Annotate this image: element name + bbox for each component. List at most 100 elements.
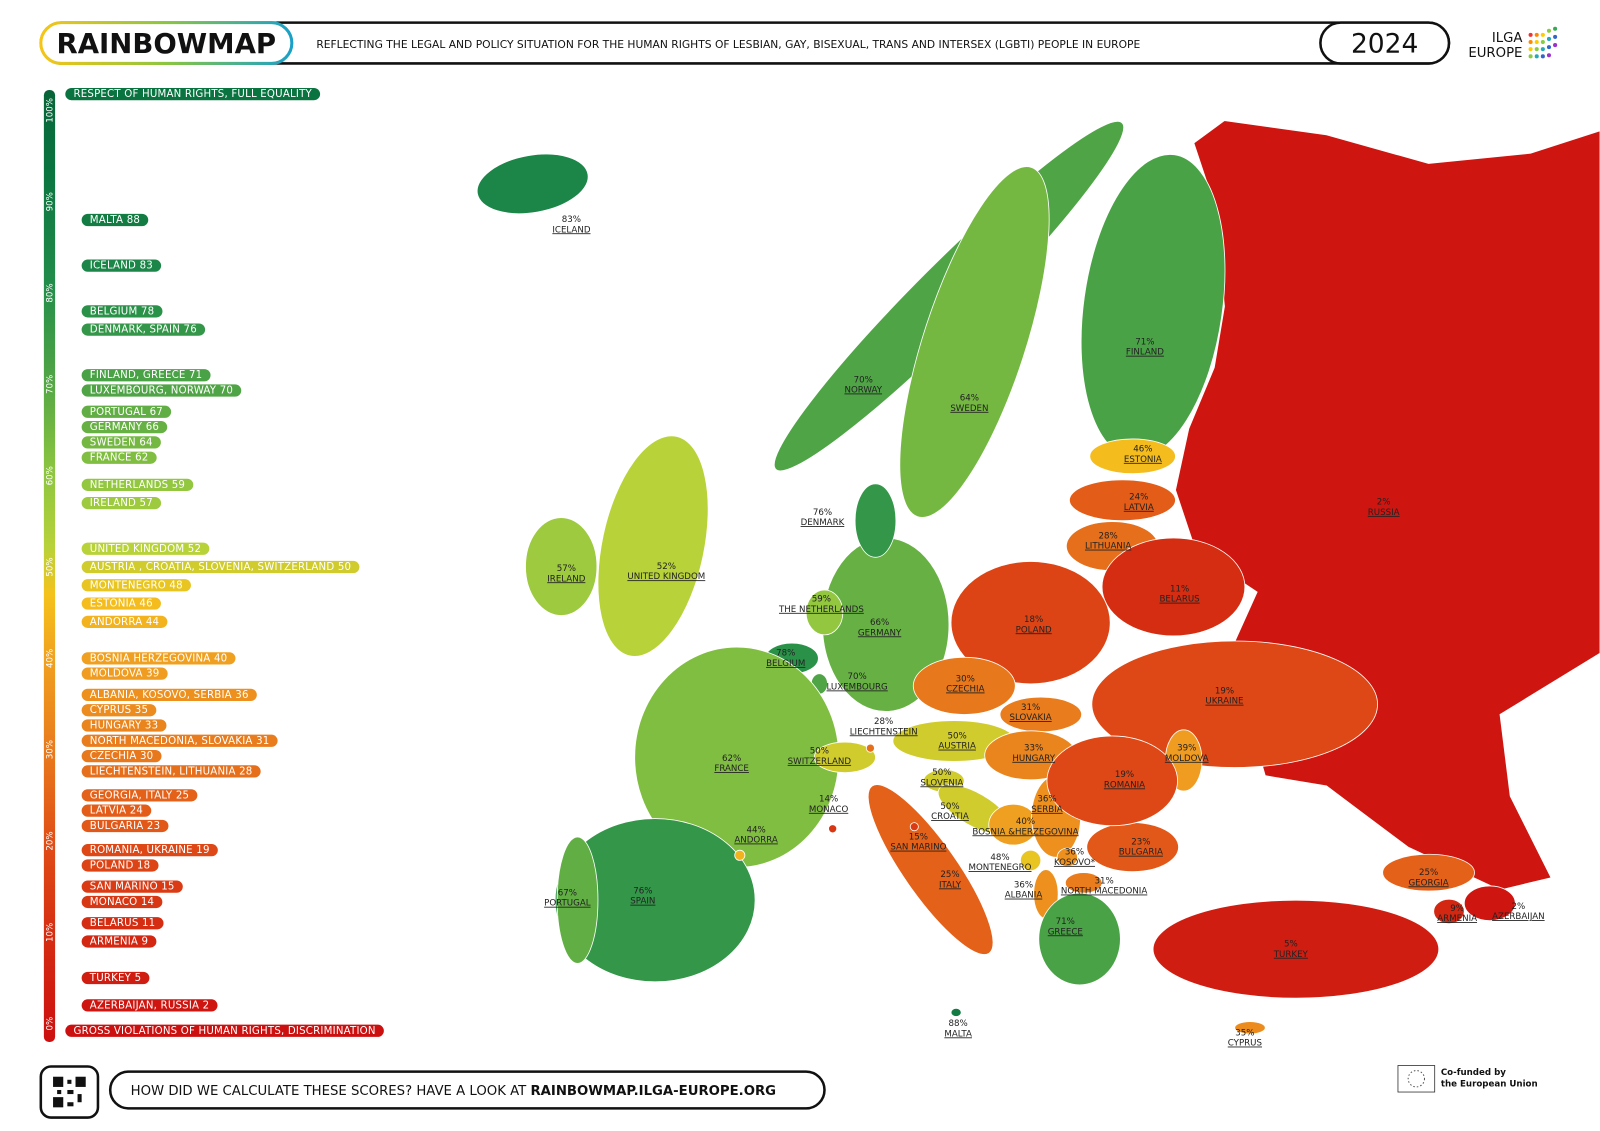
ranking-text: UNITED KINGDOM 52 (90, 544, 201, 555)
country-name: HUNGARY (1012, 754, 1055, 764)
scale-tick-label: 50% (46, 557, 56, 576)
country-score: 71% (1135, 338, 1154, 348)
ranking-label: FINLAND, GREECE (90, 370, 186, 381)
eu-line-2: the European Union (1441, 1079, 1538, 1089)
country-shape (865, 743, 875, 753)
country-score: 64% (960, 394, 979, 404)
country-shape (854, 483, 897, 558)
country-score: 19% (1115, 770, 1134, 780)
country-name: LUXEMBOURG (827, 682, 888, 692)
ranking-label: MONTENEGRO (90, 580, 166, 591)
scale-bar (43, 89, 56, 1043)
ranking-pill (81, 496, 162, 510)
scale-tick-label: 0% (45, 1017, 55, 1031)
ranking-pill (81, 560, 360, 574)
logo: RAINBOWMAP (57, 28, 277, 60)
country-name: LIECHTENSTEIN (850, 727, 918, 737)
ranking: MALTA 88 ICELAND 83 BELGIUM 78 DENMARK, SPA… (81, 213, 360, 1012)
ranking-label: TURKEY (89, 973, 132, 984)
country-name: THE NETHERLANDS (778, 605, 864, 615)
ranking-text: BOSNIA HERZEGOVINA 40 (90, 653, 228, 664)
ranking-text: NETHERLANDS 59 (90, 480, 185, 491)
country-name: FRANCE (714, 764, 749, 774)
ranking-text: NORTH MACEDONIA, SLOVAKIA 31 (90, 736, 270, 747)
ranking-pill (81, 935, 157, 948)
ranking-label: NETHERLANDS (90, 480, 169, 491)
country-name: ICELAND (552, 225, 590, 235)
ranking-score: 64 (139, 437, 152, 448)
ranking-score: 78 (141, 306, 154, 317)
ranking-label: LIECHTENSTEIN, LITHUANIA (90, 766, 236, 777)
ranking-label: FRANCE (90, 453, 132, 464)
ranking-pill (81, 405, 172, 418)
ranking-score: 50 (338, 562, 351, 573)
country-score: 28% (874, 717, 893, 727)
ranking-text: POLAND 18 (90, 860, 151, 871)
ranking-label: ARMENIA (90, 936, 138, 947)
ranking-label: ANDORRA (90, 617, 143, 628)
ranking-text: BELGIUM 78 (90, 306, 155, 317)
ranking-pill (81, 369, 211, 382)
ranking-pill (81, 844, 218, 857)
top-label: RESPECT OF HUMAN RIGHTS, FULL EQUALITY (73, 89, 312, 100)
ranking-pill (81, 323, 206, 336)
country-score: 67% (558, 889, 577, 899)
country-shape (867, 784, 994, 955)
ranking-pill (81, 895, 163, 909)
country-shape (1091, 640, 1378, 768)
ranking-score: 19 (196, 845, 209, 856)
country-name: UNITED KINGDOM (627, 572, 705, 582)
country-score: 76% (813, 508, 832, 518)
ranking-score: 66 (146, 422, 159, 433)
country-name: SLOVAKIA (1010, 713, 1052, 723)
country-name: ROMANIA (1104, 780, 1145, 790)
ranking-label: MALTA (90, 215, 123, 226)
ranking-label: BULGARIA (90, 821, 144, 832)
ranking-text: CYPRUS 35 (90, 705, 148, 716)
country-score: 76% (633, 887, 652, 897)
country-score: 18% (1024, 615, 1043, 625)
country-shape (1433, 898, 1465, 925)
country-shape (950, 1007, 962, 1017)
ranking-pill (81, 688, 257, 702)
subtitle: REFLECTING THE LEGAL AND POLICY SITUATIO… (316, 38, 1140, 51)
footer-link: RAINBOWMAP.ILGA-EUROPE.ORG (530, 1084, 776, 1099)
country-score: 36% (1014, 880, 1033, 890)
ranking-pill (81, 704, 157, 717)
ranking-pill (81, 451, 157, 464)
ranking-pill (81, 789, 198, 802)
ranking-pill (81, 259, 162, 272)
ranking-text: ALBANIA, KOSOVO, SERBIA 36 (90, 690, 249, 701)
scale-tick-label: 60% (45, 466, 55, 485)
country-shape (1234, 1021, 1266, 1035)
country-name: MONTENEGRO (969, 863, 1032, 873)
org-line-1: ILGA (1492, 31, 1523, 46)
ranking-score: 24 (130, 806, 143, 817)
country-name: CZECHIA (946, 684, 985, 694)
ranking-score: 2 (203, 1000, 210, 1011)
ranking-score: 52 (188, 544, 201, 555)
ranking-label: AUSTRIA , CROATIA, SLOVENIA, SWITZERLAND (90, 562, 335, 573)
country-score: 2% (1512, 902, 1526, 912)
scale-tick-label: 40% (46, 649, 56, 668)
ranking-pill (81, 859, 159, 872)
country-score: 24% (1129, 493, 1148, 503)
country-score: 9% (1450, 904, 1464, 914)
country-score: 31% (1021, 703, 1040, 713)
country-shape (1089, 438, 1176, 475)
ranking-label: LUXEMBOURG, NORWAY (90, 386, 217, 397)
ranking-label: CYPRUS (90, 705, 132, 716)
country-name: BELARUS (1159, 595, 1200, 605)
ranking-pill (81, 999, 218, 1012)
map: 2%RUSSIA83%ICELAND70%NORWAY64%SWEDEN71%F… (476, 120, 1600, 1049)
ranking-pill (81, 652, 236, 665)
country-name: MONACO (809, 805, 849, 815)
scale-tick-label: 30% (46, 740, 56, 759)
country-shape (1020, 849, 1042, 872)
scale-tick-label: 70% (45, 375, 55, 394)
country-score: 2% (1377, 498, 1391, 508)
ranking-pill (81, 667, 168, 680)
country-shape (805, 589, 844, 636)
ranking-score: 62 (135, 453, 148, 464)
